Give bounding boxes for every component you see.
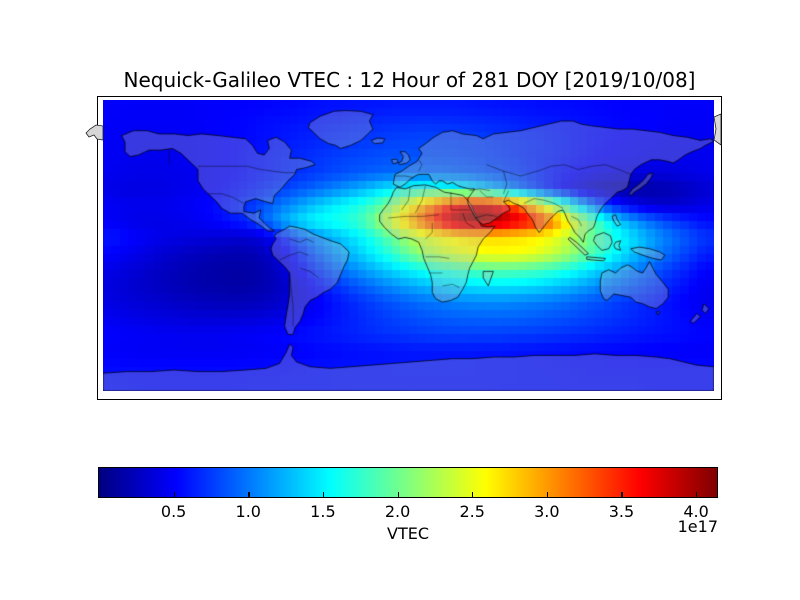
colorbar-tick-mark xyxy=(546,492,549,497)
colorbar-tick-label: 0.5 xyxy=(160,502,187,521)
colorbar-tick-label: 4.0 xyxy=(683,502,709,521)
colorbar-tick-mark xyxy=(696,492,698,497)
colorbar-tick-mark xyxy=(322,492,325,497)
colorbar-tick-label: 1.0 xyxy=(235,502,261,521)
colorbar-axis-label: VTEC xyxy=(387,524,429,543)
colorbar-gradient xyxy=(98,467,718,498)
chart-title: Nequick-Galileo VTEC : 12 Hour of 281 DO… xyxy=(123,68,696,92)
colorbar-tick-label: 3.0 xyxy=(534,502,560,521)
colorbar-tick-mark xyxy=(248,492,250,497)
colorbar-tick-mark xyxy=(472,492,474,497)
colorbar-tick-label: 1.5 xyxy=(310,502,336,521)
colorbar-tick-label: 2.5 xyxy=(459,502,485,521)
colorbar-tick-label: 3.5 xyxy=(608,502,635,521)
colorbar-tick-mark xyxy=(173,492,175,497)
colorbar-offset-text: 1e17 xyxy=(677,517,718,536)
vtec-world-heatmap xyxy=(103,100,714,391)
colorbar-tick-mark xyxy=(397,492,399,497)
colorbar-tick-mark xyxy=(621,492,623,497)
land-overflow-right xyxy=(713,113,722,146)
colorbar-tick-label: 2.0 xyxy=(384,502,411,521)
land-overflow-left xyxy=(85,124,104,141)
